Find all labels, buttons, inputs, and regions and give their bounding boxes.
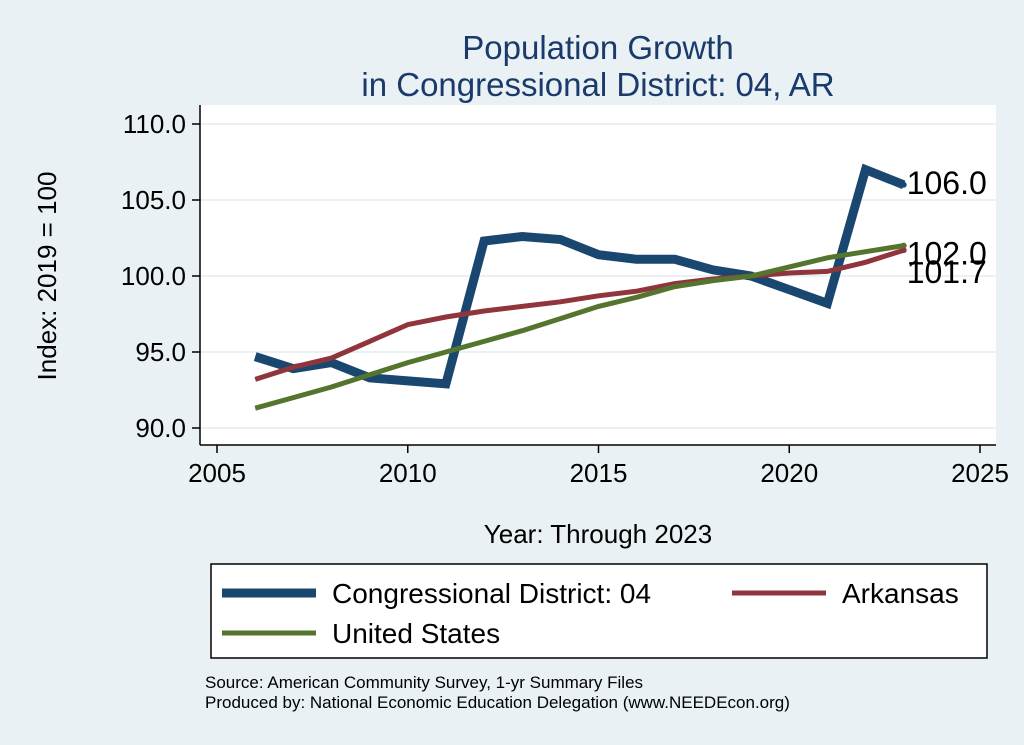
x-tick-label: 2025 <box>951 458 1009 488</box>
legend-label-2: United States <box>332 618 500 649</box>
y-tick-label: 100.0 <box>121 261 186 291</box>
end-label-1: 101.7 <box>907 254 987 290</box>
source-line: Source: American Community Survey, 1-yr … <box>205 673 643 692</box>
y-tick-label: 105.0 <box>121 185 186 215</box>
series-end-point-0 <box>900 181 907 188</box>
y-tick-label: 110.0 <box>123 109 186 139</box>
y-axis-label: Index: 2019 = 100 <box>32 172 62 381</box>
legend-items: Congressional District: 04 Arkansas United… <box>222 578 959 649</box>
x-tick-label: 2015 <box>570 458 628 488</box>
chart-title-line-1: Population Growth <box>462 29 734 66</box>
series-line-1 <box>254 247 905 382</box>
series-line-2 <box>254 243 905 411</box>
x-axis-label: Year: Through 2023 <box>484 519 712 549</box>
series-end-point-2 <box>900 242 907 249</box>
producer-line: Produced by: National Economic Education… <box>205 693 790 712</box>
x-tick-label: 2005 <box>188 458 246 488</box>
chart-title-line-2: in Congressional District: 04, AR <box>361 66 834 103</box>
x-tick-label: 2020 <box>760 458 818 488</box>
x-tick-label: 2010 <box>379 458 437 488</box>
gridlines <box>200 123 996 429</box>
end-label-2: 102.0 <box>907 236 987 272</box>
end-label-0: 106.0 <box>907 165 987 201</box>
series-end-point-1 <box>900 247 907 254</box>
axes: 90.0 95.0 100.0 105.0 110.0 2005 2010 2015 2020 2… <box>121 105 1009 488</box>
y-tick-label: 90.0 <box>135 413 186 443</box>
legend-label-1: Arkansas <box>842 578 959 609</box>
legend-label-0: Congressional District: 04 <box>332 578 651 609</box>
series-layer <box>253 163 907 411</box>
legend: Congressional District: 04 Arkansas United… <box>210 563 988 659</box>
legend-box <box>210 563 988 659</box>
y-tick-label: 95.0 <box>135 337 186 367</box>
